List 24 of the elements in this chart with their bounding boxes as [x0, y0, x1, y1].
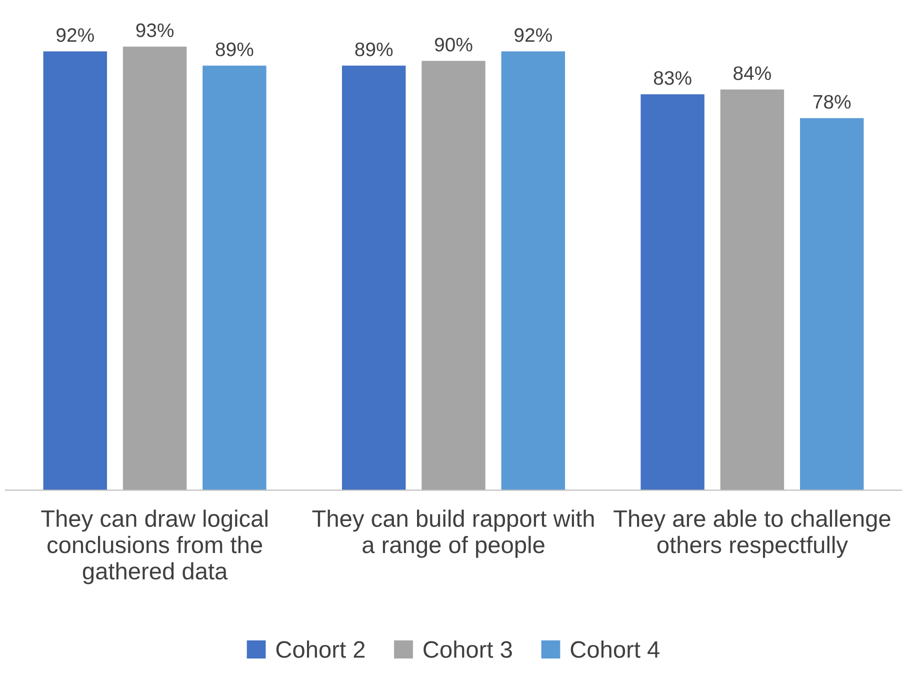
bar [342, 66, 406, 490]
bar [122, 46, 187, 490]
legend-label: Cohort 3 [424, 640, 512, 658]
x-tick-label: They can build rapport with a range of people [312, 510, 594, 558]
bar [422, 60, 486, 490]
x-tick-label: They are able to challenge others respectfully [614, 510, 890, 558]
data-label: 83% [654, 71, 692, 85]
data-label: 84% [734, 66, 771, 80]
data-label: 90% [434, 38, 472, 52]
bar [720, 90, 784, 490]
bar [43, 51, 107, 490]
data-label: 89% [216, 42, 254, 56]
data-label: 92% [514, 28, 552, 42]
data-label: 89% [355, 42, 393, 56]
bar [800, 118, 864, 490]
bar [501, 51, 566, 490]
bar [202, 66, 266, 490]
data-label: 93% [136, 23, 174, 38]
data-label: 92% [56, 28, 94, 42]
data-label: 78% [813, 94, 851, 109]
x-tick-label: They can draw logical conclusions from the gathered data [41, 510, 268, 584]
legend-label: Cohort 2 [276, 640, 365, 658]
bar [640, 94, 704, 490]
legend-label: Cohort 4 [570, 640, 660, 658]
